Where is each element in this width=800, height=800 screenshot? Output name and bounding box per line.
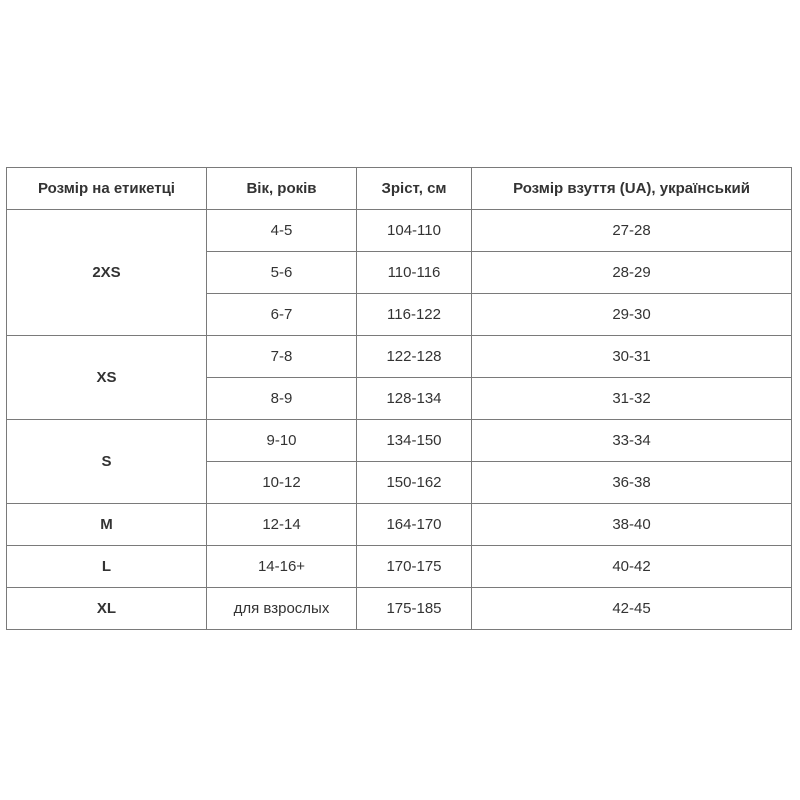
height-cell: 164-170 xyxy=(356,503,472,546)
shoe-size-cell: 33-34 xyxy=(471,419,792,462)
table-row: 8-9 128-134 31-32 xyxy=(7,377,792,420)
age-cell: 8-9 xyxy=(206,377,357,420)
age-cell: 7-8 xyxy=(206,335,357,378)
age-cell: для взрослых xyxy=(206,587,357,630)
shoe-size-cell: 40-42 xyxy=(471,545,792,588)
size-label-cell: XL xyxy=(6,587,207,630)
size-label-cell: M xyxy=(6,503,207,546)
size-chart-table: Розмір на етикетці Вік, років Зріст, см … xyxy=(6,167,792,630)
header-age: Вік, років xyxy=(206,167,357,210)
age-cell: 14-16+ xyxy=(206,545,357,588)
shoe-size-cell: 31-32 xyxy=(471,377,792,420)
height-cell: 150-162 xyxy=(356,461,472,504)
table-row: 2XS 4-5 104-110 27-28 xyxy=(6,209,792,336)
table-row: 10-12 150-162 36-38 xyxy=(7,461,792,504)
table-row: XL для взрослых 175-185 42-45 xyxy=(6,587,792,630)
shoe-size-cell: 36-38 xyxy=(471,461,792,504)
height-cell: 134-150 xyxy=(356,419,472,462)
table-row: 5-6 110-116 28-29 xyxy=(7,251,792,294)
table-row: L 14-16+ 170-175 40-42 xyxy=(6,545,792,588)
height-cell: 104-110 xyxy=(356,209,472,252)
shoe-size-cell: 29-30 xyxy=(471,293,792,336)
height-cell: 128-134 xyxy=(356,377,472,420)
height-cell: 116-122 xyxy=(356,293,472,336)
age-cell: 6-7 xyxy=(206,293,357,336)
shoe-size-cell: 28-29 xyxy=(471,251,792,294)
age-cell: 4-5 xyxy=(206,209,357,252)
shoe-size-cell: 42-45 xyxy=(471,587,792,630)
shoe-size-cell: 38-40 xyxy=(471,503,792,546)
table-row: S 9-10 134-150 33-34 xyxy=(6,419,792,504)
table-row: 6-7 116-122 29-30 xyxy=(7,293,792,336)
table-row: M 12-14 164-170 38-40 xyxy=(6,503,792,546)
size-label-cell: L xyxy=(6,545,207,588)
shoe-size-cell: 27-28 xyxy=(471,209,792,252)
age-cell: 10-12 xyxy=(206,461,357,504)
header-row: Розмір на етикетці Вік, років Зріст, см … xyxy=(6,167,792,210)
table-row: XS 7-8 122-128 30-31 xyxy=(6,335,792,420)
height-cell: 110-116 xyxy=(356,251,472,294)
header-shoe-size: Розмір взуття (UA), український xyxy=(471,167,792,210)
size-label-cell: S xyxy=(6,419,207,504)
age-cell: 5-6 xyxy=(206,251,357,294)
height-cell: 122-128 xyxy=(356,335,472,378)
size-label-cell: XS xyxy=(6,335,207,420)
header-height: Зріст, см xyxy=(356,167,472,210)
height-cell: 175-185 xyxy=(356,587,472,630)
age-cell: 12-14 xyxy=(206,503,357,546)
shoe-size-cell: 30-31 xyxy=(471,335,792,378)
header-size-label: Розмір на етикетці xyxy=(6,167,207,210)
age-cell: 9-10 xyxy=(206,419,357,462)
size-label-cell: 2XS xyxy=(6,209,207,336)
height-cell: 170-175 xyxy=(356,545,472,588)
